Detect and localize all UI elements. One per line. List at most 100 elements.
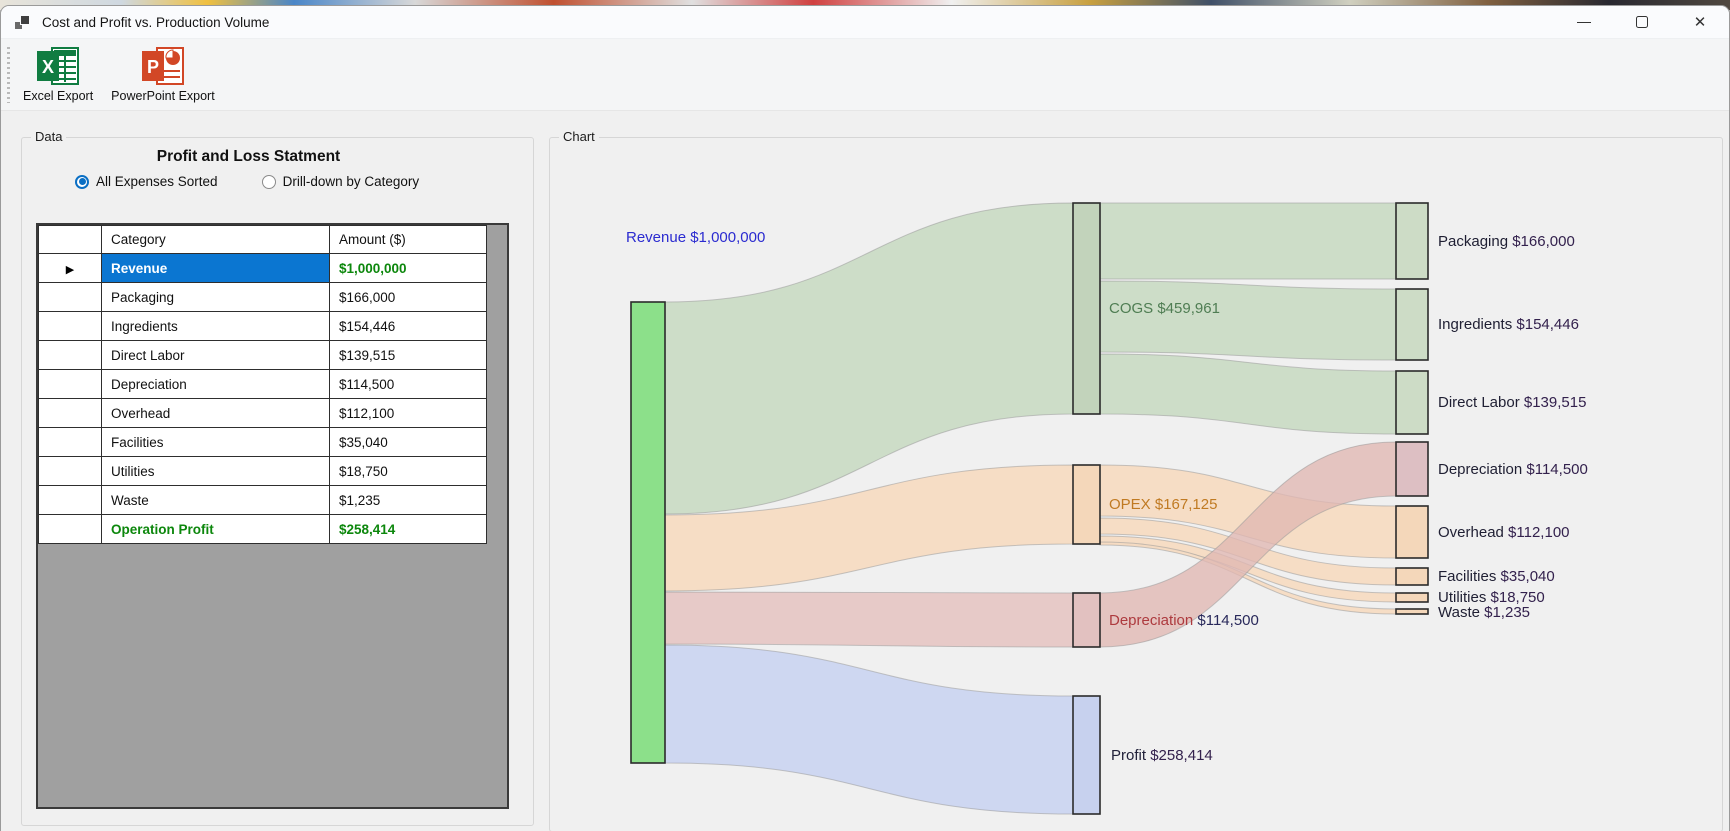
minimize-icon — [1577, 21, 1591, 23]
data-groupbox: Data — [21, 129, 534, 826]
row-header-cell[interactable] — [38, 485, 102, 515]
pl-data-grid[interactable]: Category Amount ($) ▶ Revenue $1,000,000 Pa… — [36, 223, 509, 809]
sankey-node-direct_labor[interactable] — [1395, 370, 1429, 435]
chart-groupbox: Chart — [549, 129, 1723, 831]
sankey-node-depreciation[interactable] — [1395, 441, 1429, 497]
row-amount-cell[interactable]: $139,515 — [329, 340, 487, 370]
row-category-cell[interactable]: Facilities — [101, 427, 330, 457]
sankey-node-facilities[interactable] — [1395, 567, 1429, 586]
row-amount-cell[interactable]: $154,446 — [329, 311, 487, 341]
sankey-node-opex[interactable] — [1072, 464, 1101, 545]
table-row[interactable]: Packaging $166,000 — [38, 282, 487, 312]
sankey-label-revenue-0: Revenue $1,000,000 — [626, 229, 765, 246]
row-category-cell[interactable]: Packaging — [101, 282, 330, 312]
row-category-cell[interactable]: Utilities — [101, 456, 330, 486]
sankey-node-ingredients[interactable] — [1395, 288, 1429, 361]
pl-statement-title: Profit and Loss Statment — [156, 148, 341, 165]
sankey-label-direct-labor-7: Direct Labor $139,515 — [1438, 394, 1586, 411]
app-icon — [15, 14, 32, 31]
row-amount-cell[interactable]: $18,750 — [329, 456, 487, 486]
sankey-label-opex-2: OPEX $167,125 — [1109, 496, 1217, 513]
sankey-link-cogs-direct_labor[interactable] — [1099, 353, 1397, 435]
minimize-button[interactable] — [1555, 6, 1613, 38]
amount-column-header[interactable]: Amount ($) — [329, 225, 487, 254]
sankey-label-facilities-10: Facilities $35,040 — [1438, 568, 1555, 585]
row-category-cell[interactable]: Revenue — [101, 253, 330, 283]
radio-all-expenses-sorted[interactable]: All Expenses Sorted — [75, 174, 218, 189]
data-groupbox-label: Data — [31, 129, 67, 144]
sankey-node-packaging[interactable] — [1395, 202, 1429, 280]
radio-drilldown-by-category[interactable]: Drill-down by Category — [261, 174, 420, 189]
table-row[interactable]: Facilities $35,040 — [38, 427, 487, 457]
sankey-node-dep_mid[interactable] — [1072, 592, 1101, 648]
row-category-cell[interactable]: Overhead — [101, 398, 330, 428]
sankey-link-revenue-profit[interactable] — [664, 644, 1074, 815]
row-header-cell[interactable] — [38, 340, 102, 370]
row-category-cell[interactable]: Ingredients — [101, 311, 330, 341]
sankey-link-cogs-packaging[interactable] — [1099, 202, 1397, 280]
row-amount-cell[interactable]: $1,235 — [329, 485, 487, 515]
row-header-cell[interactable] — [38, 456, 102, 486]
toolbar: X Excel Export P PowerPoint Export — [1, 39, 1729, 111]
sankey-label-ingredients-6: Ingredients $154,446 — [1438, 316, 1579, 333]
row-header-cell[interactable] — [38, 311, 102, 341]
sankey-node-revenue[interactable] — [630, 301, 666, 764]
sankey-label-depreciation-8: Depreciation $114,500 — [1438, 461, 1588, 478]
row-header-cell[interactable]: ▶ — [38, 253, 102, 283]
pl-table-body: ▶ Revenue $1,000,000 Packaging $166,000 Ingre… — [38, 253, 487, 544]
table-row[interactable]: Ingredients $154,446 — [38, 311, 487, 341]
row-header-column[interactable] — [38, 225, 102, 254]
sankey-node-profit[interactable] — [1072, 695, 1101, 815]
row-amount-cell[interactable]: $114,500 — [329, 369, 487, 399]
row-header-cell[interactable] — [38, 282, 102, 312]
table-row[interactable]: Overhead $112,100 — [38, 398, 487, 428]
sankey-label-cogs-1: COGS $459,961 — [1109, 300, 1220, 317]
sankey-node-cogs[interactable] — [1072, 202, 1101, 415]
sankey-label-depreciation-3: Depreciation $114,500 — [1109, 612, 1259, 629]
window-title: Cost and Profit vs. Production Volume — [42, 14, 270, 30]
radio-selected-icon — [75, 174, 89, 189]
sankey-link-revenue-dep_mid[interactable] — [664, 591, 1074, 648]
excel-export-button[interactable]: X Excel Export — [15, 43, 101, 106]
pl-table: Category Amount ($) ▶ Revenue $1,000,000 Pa… — [38, 225, 487, 544]
radio-drilldown-label: Drill-down by Category — [282, 174, 420, 189]
chart-groupbox-label: Chart — [559, 129, 599, 144]
table-row[interactable]: Depreciation $114,500 — [38, 369, 487, 399]
sankey-node-overhead[interactable] — [1395, 505, 1429, 559]
svg-text:P: P — [147, 57, 159, 77]
row-category-cell[interactable]: Direct Labor — [101, 340, 330, 370]
table-row[interactable]: Utilities $18,750 — [38, 456, 487, 486]
row-amount-cell[interactable]: $1,000,000 — [329, 253, 487, 283]
close-button[interactable]: ✕ — [1671, 6, 1729, 38]
table-row[interactable]: Direct Labor $139,515 — [38, 340, 487, 370]
close-icon: ✕ — [1693, 13, 1707, 31]
row-amount-cell[interactable]: $35,040 — [329, 427, 487, 457]
row-amount-cell[interactable]: $112,100 — [329, 398, 487, 428]
powerpoint-export-label: PowerPoint Export — [111, 89, 215, 103]
title-bar[interactable]: Cost and Profit vs. Production Volume ✕ — [1, 6, 1729, 39]
sankey-node-utilities[interactable] — [1395, 592, 1429, 603]
sankey-node-waste[interactable] — [1395, 608, 1429, 615]
table-row[interactable]: ▶ Revenue $1,000,000 — [38, 253, 487, 283]
expense-view-radios: All Expenses Sorted Drill-down by Catego… — [75, 174, 419, 189]
row-amount-cell[interactable]: $258,414 — [329, 514, 487, 544]
app-window: Cost and Profit vs. Production Volume ✕ — [0, 5, 1730, 831]
table-header-row: Category Amount ($) — [38, 225, 487, 254]
row-header-cell[interactable] — [38, 398, 102, 428]
sankey-label-utilities-11: Utilities $18,750 — [1438, 589, 1545, 606]
row-header-cell[interactable] — [38, 369, 102, 399]
row-header-cell[interactable] — [38, 427, 102, 457]
sankey-link-cogs-ingredients[interactable] — [1099, 280, 1397, 361]
row-category-cell[interactable]: Operation Profit — [101, 514, 330, 544]
row-category-cell[interactable]: Depreciation — [101, 369, 330, 399]
table-row[interactable]: Waste $1,235 — [38, 485, 487, 515]
maximize-button[interactable] — [1613, 6, 1671, 38]
category-column-header[interactable]: Category — [101, 225, 330, 254]
powerpoint-export-button[interactable]: P PowerPoint Export — [103, 43, 223, 106]
excel-icon: X — [32, 45, 84, 87]
row-header-cell[interactable] — [38, 514, 102, 544]
table-row[interactable]: Operation Profit $258,414 — [38, 514, 487, 544]
row-amount-cell[interactable]: $166,000 — [329, 282, 487, 312]
toolbar-grip[interactable] — [7, 47, 10, 103]
row-category-cell[interactable]: Waste — [101, 485, 330, 515]
